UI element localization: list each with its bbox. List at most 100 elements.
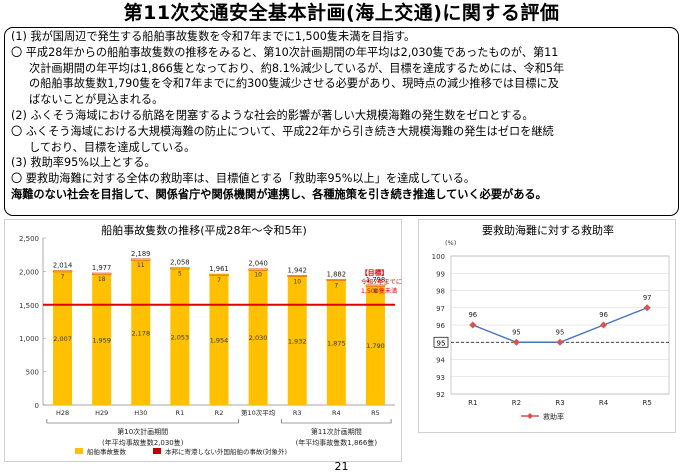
bar-foreign	[326, 279, 346, 281]
period-label: 第10次計画期間	[117, 427, 168, 436]
page-number: 21	[334, 460, 349, 473]
bar-main	[326, 279, 346, 405]
bar-main	[287, 275, 307, 405]
bar-value-label: 1,875	[327, 339, 346, 347]
y-tick-label: 2,500	[19, 235, 39, 243]
accident-chart-panel: 船舶事故隻数の推移(平成28年～令和5年) 0 500 1,000 1,500 2,00…	[4, 219, 402, 462]
data-label: 96	[468, 311, 477, 319]
bar-total-label: 1,882	[327, 270, 346, 278]
bar-value-label: 1,954	[210, 337, 229, 345]
summary-line: しており、目標を達成している。	[29, 140, 196, 154]
y-tick-label: 97	[436, 305, 445, 313]
plot-frame	[450, 255, 670, 395]
page-title: 第11次交通安全基本計画(海上交通)に関する評価	[123, 2, 560, 24]
target-label: 【目標】	[361, 268, 388, 277]
bar-value-label: 2,007	[53, 335, 72, 343]
bar-foreign-label: 10	[254, 272, 262, 279]
bar-foreign-label: 18	[98, 276, 106, 283]
summary-line: 〇 ふくそう海域における大規模海難の防止について、平成22年から引き続き大規模海…	[11, 124, 554, 138]
bar-foreign-label: 7	[61, 273, 65, 280]
bar-total-label: 2,040	[248, 260, 267, 268]
bar-total-label: 2,014	[53, 261, 72, 269]
x-tick-label: H30	[134, 409, 147, 417]
legend-swatch-foreign	[153, 448, 161, 454]
x-tick-label: 第10次平均	[241, 408, 276, 417]
x-tick-label: R5	[371, 409, 380, 417]
bar-foreign-label: 8	[374, 288, 378, 295]
target-label: 令和7年までに	[361, 278, 402, 286]
target-label: 1,500隻未満	[361, 287, 397, 295]
y-tick-label: 0	[35, 402, 39, 410]
summary-line: (1) 我が国周辺で発生する船舶事故隻数を令和7年までに1,500隻未満を目指す…	[11, 30, 416, 43]
y-tick-label: 1,500	[19, 302, 39, 310]
y-tick-label: 99	[436, 270, 445, 278]
x-tick-label: R3	[293, 409, 302, 417]
x-tick-label: R1	[176, 409, 185, 417]
bar-main	[131, 259, 151, 405]
data-label: 97	[643, 294, 652, 302]
bar-foreign	[131, 258, 151, 261]
summary-line: 海難のない社会を目指して、関係省庁や関係機関が連携し、各種施策を引き続き推進して…	[11, 187, 547, 201]
legend-label: 救助率	[543, 412, 564, 421]
x-tick-label: H29	[95, 409, 108, 417]
bar-foreign-label: 5	[178, 271, 182, 278]
bar-total-label: 1,798	[366, 276, 385, 284]
summary-line: (3) 救助率95%以上とする。	[11, 156, 156, 170]
data-point	[512, 338, 520, 346]
bar-value-label: 2,030	[249, 334, 268, 342]
period-bracket	[281, 419, 392, 424]
bar-main	[365, 285, 385, 405]
bar-foreign-label: 11	[137, 262, 145, 269]
legend-marker	[527, 413, 533, 419]
bar-foreign-label: 7	[217, 277, 221, 284]
rescue-line-chart: (%)92939495969798991009596R195R295R396R4…	[432, 239, 670, 421]
summary-line: 〇 要救助海難に対する全体の救助率は、目標値とする「救助率95%以上」を達成して…	[11, 172, 476, 186]
period-sub-label: (年平均事故隻数2,030隻)	[102, 438, 184, 447]
y-tick-label: 500	[26, 369, 39, 377]
data-point	[600, 321, 608, 329]
summary-line: 次計画期間の年平均は1,866隻となっており、約8.1%減少しているが、目標を達…	[29, 61, 565, 75]
period-sub-label: (年平均事故隻数1,866隻)	[296, 438, 378, 447]
y-tick-label: 94	[436, 357, 445, 365]
data-label: 95	[512, 328, 521, 336]
rescue-chart-title: 要救助海難に対する救助率	[482, 224, 614, 237]
x-tick-label: R2	[215, 409, 224, 417]
x-tick-label: R2	[512, 399, 521, 407]
bar-value-label: 2,178	[131, 329, 150, 337]
summary-line: ばないことが見込まれる。	[29, 93, 164, 107]
y-tick-label: 2,000	[19, 268, 39, 276]
legend-swatch-main	[75, 448, 83, 454]
bar-foreign	[248, 268, 268, 271]
bar-total-label: 2,058	[170, 259, 189, 267]
period-bracket	[46, 419, 239, 424]
bar-foreign	[287, 275, 307, 277]
bar-main	[209, 274, 229, 405]
rescue-chart-panel: 要救助海難に対する救助率 (%) 92 93 94 95 96 97 98 99 100 95 96 R…	[418, 219, 676, 433]
bar-foreign	[52, 270, 73, 273]
bar-main	[170, 267, 190, 405]
y-tick-label: 92	[436, 391, 445, 399]
bar-foreign	[170, 267, 190, 270]
bar-total-label: 1,942	[287, 266, 306, 274]
accident-chart-title: 船舶事故隻数の推移(平成28年～令和5年)	[101, 224, 307, 237]
legend-label: 船舶事故隻数	[87, 447, 127, 456]
legend-label: 本邦に寄港しない外国船舶の事故(対象外)	[165, 447, 287, 456]
target-label: 95	[437, 339, 446, 347]
bar-main	[92, 274, 112, 405]
x-tick-label: R5	[643, 399, 652, 407]
bar-foreign-label: 7	[334, 282, 338, 289]
x-tick-label: R4	[599, 399, 609, 407]
bar-value-label: 1,790	[366, 342, 385, 350]
y-tick-label: 100	[432, 253, 445, 261]
bar-total-label: 2,189	[131, 250, 150, 258]
bar-foreign	[92, 272, 112, 275]
bar-foreign-label: 10	[293, 278, 301, 285]
bar-main	[248, 269, 268, 405]
y-tick-label: 98	[436, 288, 445, 296]
data-point	[556, 338, 564, 346]
y-tick-label: 93	[436, 374, 445, 382]
bar-value-label: 1,959	[92, 337, 111, 345]
x-tick-label: R1	[468, 399, 477, 407]
summary-line: の船舶事故隻数1,790隻を令和7年までに約300隻減少させる必要があり、現時点…	[29, 77, 559, 91]
summary-line: (2) ふくそう海域における航路を閉塞するような社会的影響が著しい大規模海難の発…	[11, 108, 534, 122]
